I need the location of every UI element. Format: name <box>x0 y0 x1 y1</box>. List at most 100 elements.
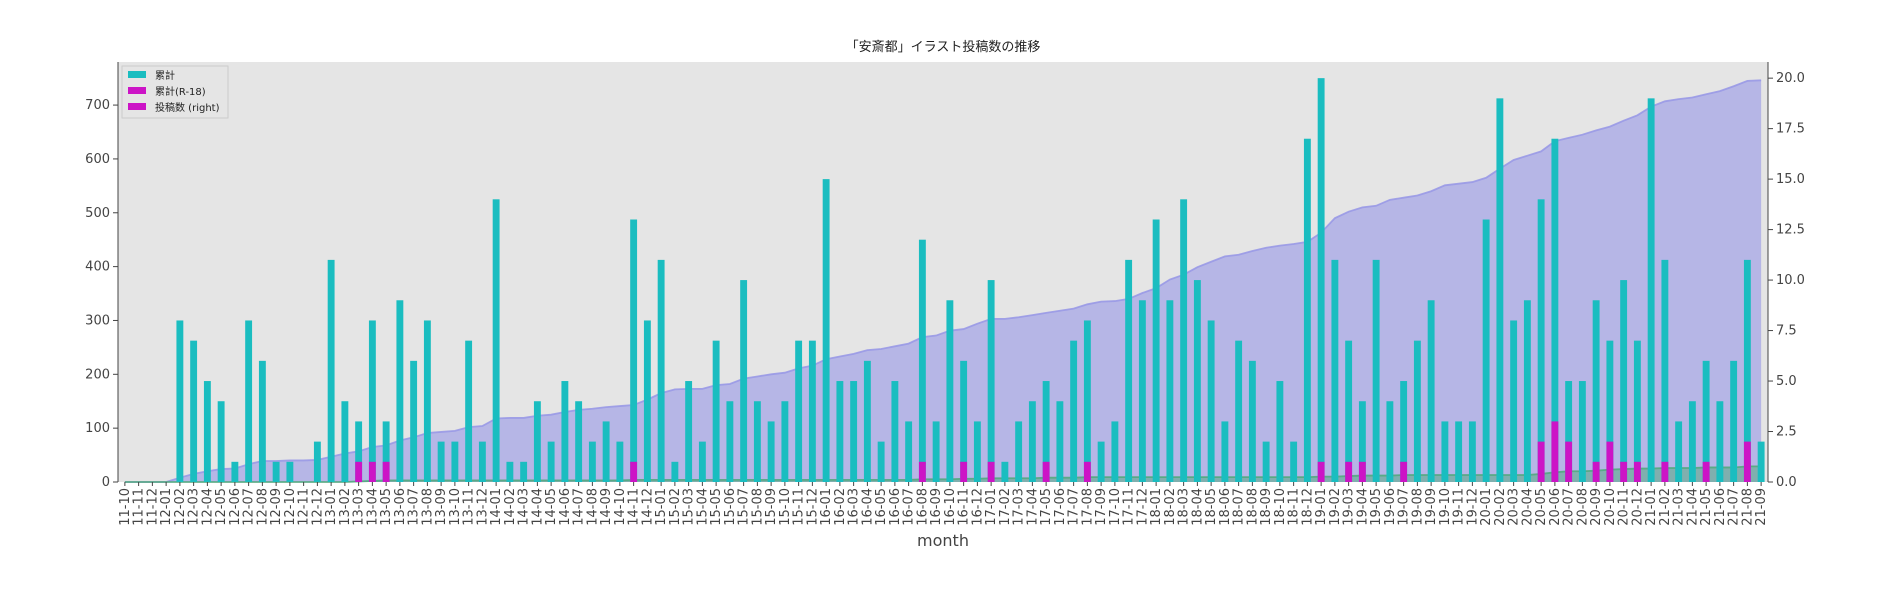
x-tick-label: 17-04 <box>1025 488 1040 526</box>
x-tick-label: 12-02 <box>173 488 188 526</box>
bar-0-12-06 <box>231 461 239 482</box>
x-tick-label: 20-03 <box>1507 488 1522 526</box>
bar-1-19-07 <box>1400 461 1408 482</box>
x-tick-label: 14-05 <box>544 488 559 526</box>
x-tick-label: 15-07 <box>737 488 752 526</box>
bar-0-16-01 <box>822 179 830 482</box>
x-tick-label: 20-05 <box>1534 488 1549 526</box>
x-tick-label: 16-05 <box>874 488 889 526</box>
bar-1-13-03 <box>355 461 363 482</box>
bar-0-21-08 <box>1743 259 1751 482</box>
x-tick-label: 17-02 <box>998 488 1013 526</box>
right-tick-label: 12.5 <box>1776 223 1805 238</box>
bar-1-20-09 <box>1592 461 1600 482</box>
bar-1-20-12 <box>1633 461 1641 482</box>
bar-0-15-05 <box>712 340 720 482</box>
x-tick-label: 19-02 <box>1328 488 1343 526</box>
bar-0-20-04 <box>1523 300 1531 482</box>
bar-0-20-11 <box>1620 280 1628 482</box>
bar-1-17-05 <box>1042 461 1050 482</box>
x-tick-label: 13-04 <box>365 488 380 526</box>
x-tick-label: 17-03 <box>1012 488 1027 526</box>
right-tick-label: 15.0 <box>1776 172 1805 187</box>
bar-0-18-11 <box>1290 441 1298 482</box>
x-tick-label: 13-05 <box>379 488 394 526</box>
x-tick-label: 20-12 <box>1630 488 1645 526</box>
x-tick-label: 21-02 <box>1658 488 1673 526</box>
x-tick-label: 13-12 <box>475 488 490 526</box>
bar-0-20-05 <box>1537 199 1545 482</box>
bar-0-14-12 <box>643 320 651 482</box>
bar-0-13-02 <box>341 401 349 482</box>
x-tick-label: 12-05 <box>214 488 229 526</box>
bar-0-18-02 <box>1166 300 1174 482</box>
x-tick-label: 12-03 <box>187 488 202 526</box>
x-tick-label: 12-08 <box>255 488 270 526</box>
bar-0-21-01 <box>1647 98 1655 482</box>
bar-1-16-11 <box>960 461 968 482</box>
x-tick-label: 12-09 <box>269 488 284 526</box>
x-tick-label: 21-04 <box>1685 488 1700 526</box>
legend-swatch <box>128 87 146 94</box>
bar-0-12-04 <box>203 381 211 482</box>
legend-label: 累計(R-18) <box>155 85 206 98</box>
bar-0-12-07 <box>245 320 253 482</box>
bar-0-21-05 <box>1702 360 1710 482</box>
x-tick-label: 14-02 <box>503 488 518 526</box>
x-tick-label: 16-09 <box>929 488 944 526</box>
bar-0-12-02 <box>176 320 184 482</box>
x-tick-label: 16-01 <box>819 488 834 526</box>
x-tick-label: 18-06 <box>1218 488 1233 526</box>
bar-0-20-01 <box>1482 219 1490 482</box>
bar-0-19-10 <box>1441 421 1449 482</box>
x-tick-label: 13-01 <box>324 488 339 526</box>
x-tick-label: 20-01 <box>1479 488 1494 526</box>
x-tick-label: 19-12 <box>1465 488 1480 526</box>
bar-1-19-01 <box>1317 461 1325 482</box>
bar-0-19-07 <box>1400 381 1408 482</box>
bar-0-17-12 <box>1138 300 1146 482</box>
x-tick-label: 18-08 <box>1245 488 1260 526</box>
bar-1-20-06 <box>1551 421 1559 482</box>
bar-0-14-08 <box>588 441 596 482</box>
bar-0-18-05 <box>1207 320 1215 482</box>
bar-0-20-10 <box>1606 340 1614 482</box>
x-tick-label: 18-10 <box>1273 488 1288 526</box>
bar-0-17-02 <box>1001 461 1009 482</box>
x-tick-label: 13-03 <box>352 488 367 526</box>
bar-0-12-03 <box>190 340 198 482</box>
right-tick-label: 20.0 <box>1776 71 1805 86</box>
bar-0-19-11 <box>1455 421 1463 482</box>
bar-0-21-07 <box>1730 360 1738 482</box>
x-tick-label: 14-06 <box>558 488 573 526</box>
bar-0-21-06 <box>1716 401 1724 482</box>
bar-0-17-05 <box>1042 381 1050 482</box>
bar-0-13-01 <box>327 259 335 482</box>
x-tick-label: 14-04 <box>530 488 545 526</box>
x-tick-label: 19-09 <box>1424 488 1439 526</box>
bar-0-21-04 <box>1688 401 1696 482</box>
x-tick-label: 20-08 <box>1575 488 1590 526</box>
bar-0-18-09 <box>1262 441 1270 482</box>
right-tick-label: 5.0 <box>1776 374 1797 389</box>
bar-0-14-07 <box>575 401 583 482</box>
x-tick-label: 17-06 <box>1053 488 1068 526</box>
bar-0-17-06 <box>1056 401 1064 482</box>
x-tick-label: 16-11 <box>957 488 972 526</box>
bar-0-12-10 <box>286 461 294 482</box>
x-tick-label: 21-06 <box>1713 488 1728 526</box>
x-tick-label: 15-03 <box>682 488 697 526</box>
bar-0-16-05 <box>877 441 885 482</box>
x-tick-label: 20-07 <box>1562 488 1577 526</box>
x-tick-label: 14-09 <box>599 488 614 526</box>
x-tick-label: 14-03 <box>517 488 532 526</box>
x-tick-label: 21-01 <box>1644 488 1659 526</box>
x-tick-label: 16-03 <box>847 488 862 526</box>
x-tick-label: 18-11 <box>1287 488 1302 526</box>
bar-1-14-11 <box>630 461 638 482</box>
bar-0-14-10 <box>616 441 624 482</box>
x-tick-label: 17-05 <box>1039 488 1054 526</box>
x-tick-label: 12-01 <box>159 488 174 526</box>
bar-0-13-10 <box>451 441 459 482</box>
